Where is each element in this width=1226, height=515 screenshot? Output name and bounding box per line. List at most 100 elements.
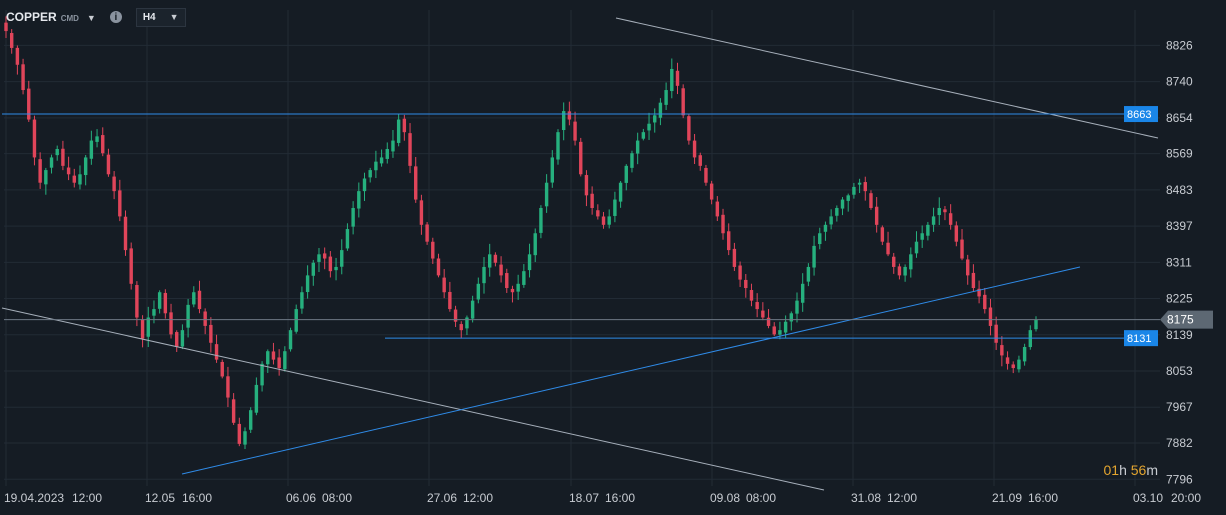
candle-body-up xyxy=(83,157,88,176)
time-tick-label: 16:00 xyxy=(1028,491,1058,505)
candle-body-down xyxy=(880,227,885,242)
candle-body-down xyxy=(590,193,594,208)
time-tick-label: 20:00 xyxy=(1171,491,1201,505)
candle-body-up xyxy=(248,410,253,430)
candle-body-down xyxy=(431,241,435,259)
candle-body-down xyxy=(231,399,236,423)
candle-body-up xyxy=(846,195,850,201)
candle-body-down xyxy=(21,64,25,91)
price-axis[interactable]: 8826 8740 8654 8569 8483 8397 8311 8225 8139 8053… xyxy=(1124,38,1213,486)
trendline-lower-support[interactable] xyxy=(1,307,825,491)
candle-body-down xyxy=(425,224,429,242)
candle-body-down xyxy=(772,326,776,335)
time-tick-label: 19.04.2023 xyxy=(4,491,64,505)
time-tick-label: 03.10 xyxy=(1133,491,1163,505)
candle-body-down xyxy=(709,183,714,200)
price-tick-label: 8654 xyxy=(1166,111,1193,125)
timeframe-selector[interactable]: H4 ▼ xyxy=(135,7,186,27)
candle-body-down xyxy=(277,357,281,369)
candle-body-up xyxy=(482,266,486,284)
candle-body-down xyxy=(163,292,168,314)
candle-body-up xyxy=(396,119,401,143)
candle-body-down xyxy=(579,141,583,175)
candle-body-down xyxy=(567,111,572,120)
candle-body-down xyxy=(869,193,873,208)
candle-body-up xyxy=(288,330,293,350)
time-tick-label: 21.09 xyxy=(992,491,1022,505)
candle-body-up xyxy=(49,157,54,168)
time-tick-label: 27.06 xyxy=(427,491,457,505)
candle-body-down xyxy=(738,265,742,280)
current-price-marker xyxy=(1160,310,1213,329)
candle-body-down xyxy=(505,273,509,289)
info-icon[interactable]: i xyxy=(109,11,122,23)
countdown-minutes-unit: m xyxy=(1146,462,1158,478)
candle-body-down xyxy=(681,88,685,116)
countdown-hours: 01 xyxy=(1103,462,1120,478)
candle-body-up xyxy=(1034,319,1038,330)
symbol-name: COPPER xyxy=(6,10,57,24)
candle-body-down xyxy=(692,140,697,158)
level-label-bg xyxy=(1124,106,1158,123)
candle-body-up xyxy=(1022,346,1027,362)
candle-body-up xyxy=(539,207,543,233)
candle-body-down xyxy=(140,319,145,339)
candle-body-down xyxy=(761,310,765,318)
candle-body-down xyxy=(214,344,219,360)
candle-body-up xyxy=(641,132,646,139)
candle-body-down xyxy=(892,256,896,267)
candle-body-up xyxy=(618,182,623,202)
candle-body-up xyxy=(152,309,156,316)
candle-body-down xyxy=(675,70,680,86)
candle-body-down xyxy=(971,272,976,289)
candle-body-down xyxy=(596,210,600,217)
price-tick-label: 8053 xyxy=(1166,364,1193,378)
candle-body-up xyxy=(852,186,856,195)
level-label-bg xyxy=(1124,330,1158,347)
trendline-upper-resistance[interactable] xyxy=(615,17,1159,139)
level-label: 8663 xyxy=(1127,109,1151,121)
candle-body-up xyxy=(630,153,634,168)
candle-body-up xyxy=(89,140,94,159)
candle-body-up xyxy=(157,292,162,309)
time-tick-label: 16:00 xyxy=(182,491,212,505)
candle-body-down xyxy=(408,133,412,166)
time-axis[interactable]: 19.04.2023 12:00 12.05 16:00 06.06 08:00 27.06… xyxy=(4,491,1201,505)
candle-body-down xyxy=(322,253,327,259)
candle-body-down xyxy=(4,22,8,32)
candle-body-down xyxy=(226,376,230,398)
time-tick-label: 31.08 xyxy=(851,491,881,505)
candle-body-up xyxy=(254,384,259,413)
candle-body-down xyxy=(442,277,446,293)
candle-body-up xyxy=(357,191,361,209)
candle-body-down xyxy=(1005,357,1010,364)
price-tick-label: 8225 xyxy=(1166,292,1193,306)
candle-body-down xyxy=(863,182,867,192)
symbol-selector[interactable]: COPPER CMD ▼ xyxy=(6,10,96,24)
candle-body-down xyxy=(66,167,71,175)
candle-body-down xyxy=(61,148,65,166)
candle-body-up xyxy=(78,174,82,185)
candle-body-down xyxy=(271,351,276,360)
level-label: 8131 xyxy=(1127,333,1151,345)
candle-body-down xyxy=(715,201,720,217)
chart-toolbar: COPPER CMD ▼ i H4 ▼ xyxy=(0,0,186,34)
candle-body-up xyxy=(561,111,566,131)
candle-body-down xyxy=(402,118,407,133)
candle-body-up xyxy=(658,102,663,118)
candle-body-up xyxy=(544,182,549,207)
candle-body-down xyxy=(209,324,213,343)
candle-body-down xyxy=(601,216,606,225)
price-tick-label: 7796 xyxy=(1166,472,1193,486)
candle-body-up xyxy=(379,157,384,164)
candle-body-up xyxy=(920,233,924,240)
candle-body-up xyxy=(283,351,287,370)
candle-body-down xyxy=(453,309,458,322)
candle-body-up xyxy=(800,283,805,303)
trendline-rising[interactable] xyxy=(181,266,1081,475)
candle-body-down xyxy=(573,121,577,141)
candle-body-up xyxy=(778,330,782,335)
candle-body-down xyxy=(988,307,993,326)
candle-body-up xyxy=(186,304,190,328)
